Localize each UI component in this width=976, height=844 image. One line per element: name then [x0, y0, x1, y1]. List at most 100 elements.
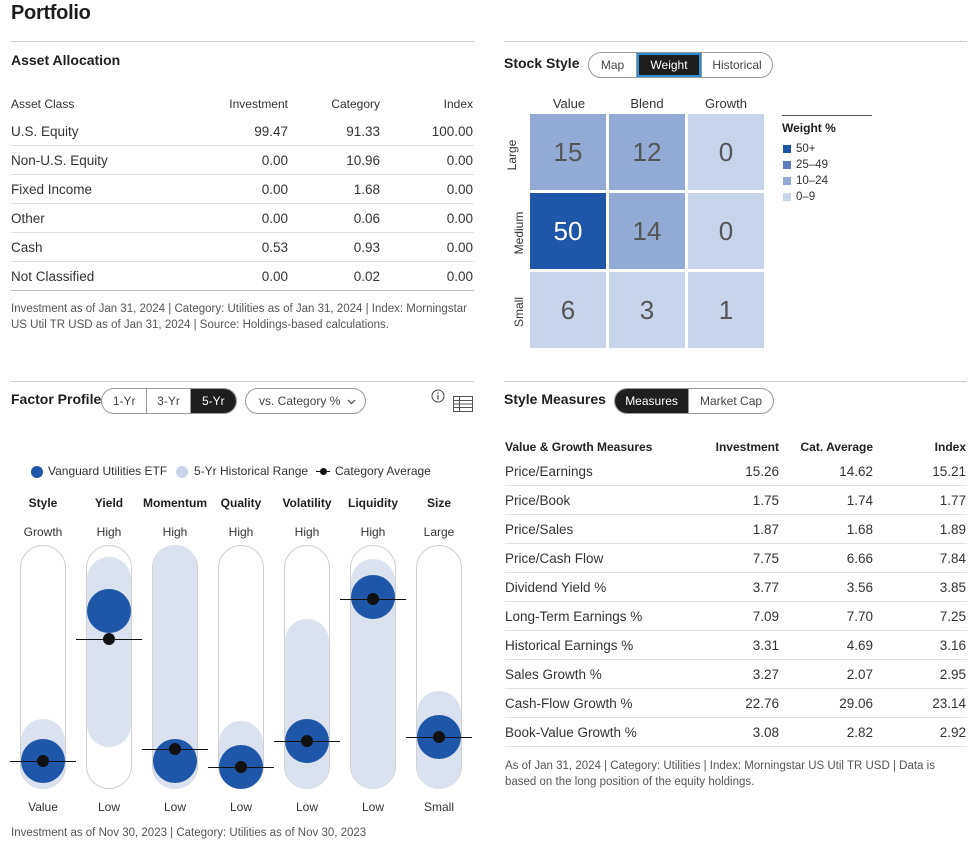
cat-average-cell: 6.66 [846, 551, 873, 566]
divider [11, 381, 474, 382]
col-header-category: Category [331, 97, 380, 111]
row-divider [505, 543, 967, 544]
row-divider [505, 717, 967, 718]
asset-class-cell: Non-U.S. Equity [11, 153, 108, 168]
category-cell: 10.96 [346, 153, 380, 168]
measure-name-cell: Sales Growth % [505, 667, 602, 682]
factor-top-label-momentum: High [162, 525, 188, 539]
cat-average-cell: 2.82 [846, 725, 873, 740]
legend-label: 50+ [796, 143, 816, 155]
investment-cell: 1.75 [752, 493, 779, 508]
col-label-blend: Blend [630, 96, 664, 111]
measure-name-cell: Cash-Flow Growth % [505, 696, 633, 711]
cat-average-cell: 3.56 [846, 580, 873, 595]
row-divider [11, 232, 474, 233]
col-label-value: Value [552, 96, 586, 111]
tab-weight[interactable]: Weight [636, 53, 701, 77]
col-header-asset-class: Asset Class [11, 97, 75, 111]
weight-legend-item: 0–9 [783, 189, 883, 205]
asset-class-cell: Fixed Income [11, 182, 93, 197]
category-cell: 0.06 [353, 211, 380, 226]
row-divider [505, 514, 967, 515]
tab-3-yr[interactable]: 3-Yr [146, 389, 189, 413]
investment-cell: 7.09 [752, 609, 779, 624]
tab-1-yr[interactable]: 1-Yr [112, 394, 136, 408]
range-legend-marker [176, 466, 188, 478]
category-cell: 91.33 [346, 124, 380, 139]
legend-swatch [783, 193, 791, 201]
row-divider [11, 145, 474, 146]
row-divider [505, 659, 967, 660]
col-header-cat-average: Cat. Average [800, 440, 873, 454]
measure-name-cell: Price/Book [505, 493, 571, 508]
row-divider [505, 572, 967, 573]
weight-legend-item: 50+ [783, 141, 883, 157]
factor-fund-marker-yield [87, 589, 131, 633]
investment-cell: 7.75 [752, 551, 779, 566]
investment-cell: 0.00 [261, 211, 288, 226]
factor-avg-marker-quality [235, 761, 247, 773]
style-box-cell-large-blend: 12 [609, 114, 685, 190]
row-divider [11, 290, 474, 291]
factor-range-volatility [285, 619, 329, 789]
legend-swatch [783, 161, 791, 169]
factor-bottom-label-liquidity: Low [361, 800, 384, 814]
investment-cell: 22.76 [745, 696, 779, 711]
investment-cell: 0.00 [261, 182, 288, 197]
index-cell: 0.00 [446, 269, 473, 284]
tab-historical[interactable]: Historical [701, 53, 772, 77]
asset-allocation-footnote: Investment as of Jan 31, 2024 | Category… [11, 303, 468, 331]
col-label-growth: Growth [705, 96, 747, 111]
table-row: Other 0.00 0.06 0.00 [11, 209, 474, 238]
factor-top-label-quality: High [228, 525, 254, 539]
avg-legend-marker [320, 468, 327, 475]
fund-legend-marker [31, 466, 43, 478]
investment-cell: 15.26 [745, 464, 779, 479]
asset-allocation-title: Asset Allocation [11, 52, 121, 68]
table-icon[interactable] [453, 396, 473, 417]
cat-average-cell: 1.74 [846, 493, 873, 508]
row-divider [11, 203, 474, 204]
index-cell: 0.00 [446, 182, 473, 197]
style-box-cell-medium-blend: 14 [609, 193, 685, 269]
factor-name-volatility: Volatility [282, 496, 332, 510]
divider [11, 41, 474, 42]
factor-bottom-label-style: Value [28, 800, 58, 814]
index-cell: 100.00 [431, 124, 473, 139]
row-label-medium: Medium [512, 211, 526, 255]
tab-5-yr[interactable]: 5-Yr [189, 389, 236, 413]
category-cell: 1.68 [353, 182, 380, 197]
style-measures-tabs: Measures Market Cap [614, 388, 774, 414]
weight-legend: 50+ 25–49 10–24 0–9 [783, 141, 883, 205]
tab-market-cap[interactable]: Market Cap [688, 389, 773, 413]
table-row: Fixed Income 0.00 1.68 0.00 [11, 180, 474, 209]
chevron-down-icon [347, 394, 356, 408]
factor-bottom-label-yield: Low [97, 800, 120, 814]
index-cell: 0.00 [446, 153, 473, 168]
measure-name-cell: Price/Sales [505, 522, 574, 537]
table-row: Dividend Yield % 3.77 3.56 3.85 [505, 578, 967, 607]
factor-avg-marker-liquidity [367, 593, 379, 605]
index-cell: 15.21 [932, 464, 966, 479]
compare-dropdown[interactable]: vs. Category % [245, 388, 366, 414]
col-header-measure: Value & Growth Measures [505, 440, 653, 454]
divider [504, 381, 967, 382]
factor-bottom-label-size: Small [423, 800, 454, 814]
factor-range-yield [87, 557, 131, 747]
info-icon[interactable] [431, 389, 445, 408]
measure-name-cell: Dividend Yield % [505, 580, 607, 595]
asset-class-cell: U.S. Equity [11, 124, 79, 139]
cat-average-cell: 2.07 [846, 667, 873, 682]
col-header-index: Index [443, 97, 473, 111]
tab-measures[interactable]: Measures [615, 389, 689, 413]
factor-name-yield: Yield [94, 496, 124, 510]
cat-average-cell: 4.69 [846, 638, 873, 653]
factor-avg-marker-style [37, 755, 49, 767]
weight-legend-title: Weight % [782, 121, 836, 135]
table-row: Book-Value Growth % 3.08 2.82 2.92 [505, 723, 967, 752]
factor-top-label-volatility: High [294, 525, 320, 539]
investment-cell: 3.08 [752, 725, 779, 740]
tab-map[interactable]: Map [600, 58, 625, 72]
asset-class-cell: Cash [11, 240, 43, 255]
factor-profile-title: Factor Profile [11, 391, 102, 407]
